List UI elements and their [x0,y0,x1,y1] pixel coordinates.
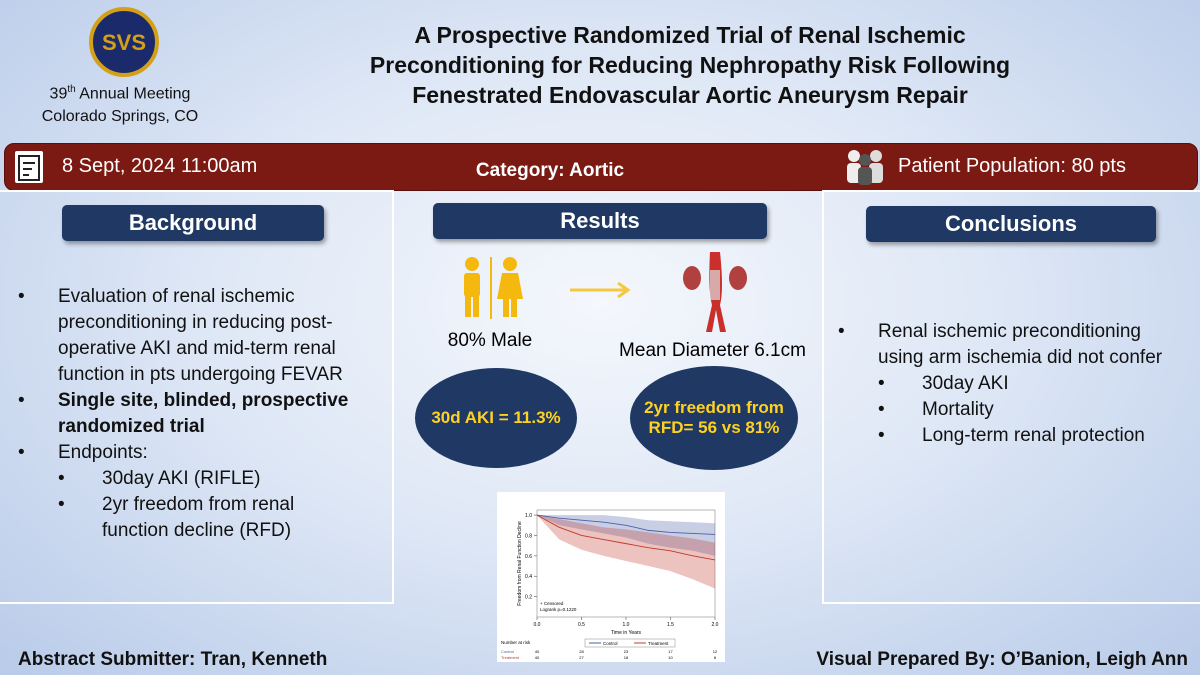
sub-item: Mortality [878,397,1188,423]
conclusions-panel [822,190,1200,604]
x-tick-label: 1.5 [667,622,674,628]
legend-box [584,638,676,648]
people-icon [847,150,883,185]
x-tick-label: 1.0 [623,622,630,628]
sub-item: 30day AKI [878,371,1188,397]
risk-count: 17 [668,649,673,654]
bullet-item: Renal ischemic preconditioning using arm… [838,319,1188,449]
meeting-ordinal: th [67,84,76,95]
x-axis-label: Time in Years [611,630,642,636]
logrank: Logrank p=0.1220 [540,607,577,612]
sub-item: Long-term renal protection [878,423,1188,449]
confidence-band [537,515,715,589]
logo-text: SVS [102,30,146,55]
bullet-item: Endpoints: 30day AKI (RIFLE)2yr freedom f… [18,440,363,544]
diameter-text: Mean Diameter 6.1cm [619,340,806,361]
risk-count: 10 [668,655,673,660]
risk-row-label: Control [501,649,514,654]
y-tick-label: 1.0 [525,513,532,519]
risk-count: 23 [624,649,629,654]
oval-rfd: 2yr freedom from RFD= 56 vs 81% [630,366,798,470]
section-heading: Background [62,205,324,241]
meeting-info: 39th Annual Meeting Colorado Springs, CO [10,78,230,128]
risk-count: 28 [579,649,584,654]
aorta-icon [683,252,747,332]
risk-count: 18 [624,655,629,660]
x-tick-label: 2.0 [712,622,719,628]
meeting-number: 39 [49,85,68,103]
risk-count: 8 [714,655,717,660]
risk-count: 40 [535,649,540,654]
bullet-text: Renal ischemic preconditioning using arm… [878,321,1163,368]
x-tick-label: 0.5 [578,622,585,628]
survival-line [536,514,716,535]
submitter: Abstract Submitter: Tran, Kenneth [18,649,328,670]
sub-item: 30day AKI (RIFLE) [58,466,363,492]
oval-aki: 30d AKI = 11.3% [415,368,577,468]
bullet-list: Evaluation of renal ischemic preconditio… [18,284,363,544]
risk-count: 27 [579,655,584,660]
y-tick-label: 0.8 [525,533,532,539]
legend-label: Control [603,641,618,646]
y-tick-label: 0.6 [525,554,532,560]
bullet-item: Single site, blinded, prospective random… [18,388,363,440]
logo: SVS [89,7,159,77]
male-female-icon [464,257,523,319]
risk-count: 12 [713,649,718,654]
risk-row-label: Treatment [501,655,520,660]
conclusions-list: Renal ischemic preconditioning using arm… [838,319,1188,449]
oval-text: 2yr freedom from RFD= 56 vs 81% [644,398,784,437]
background-list: Evaluation of renal ischemic preconditio… [18,284,363,544]
title-line: A Prospective Randomized Trial of Renal … [414,22,966,48]
calendar-icon [15,151,43,183]
sub-list: 30day AKI (RIFLE)2yr freedom from renal … [58,466,363,544]
bullet-text: Single site, blinded, prospective random… [58,390,349,437]
sub-list: 30day AKIMortalityLong-term renal protec… [878,371,1188,449]
bullet-text: Evaluation of renal ischemic preconditio… [58,286,343,385]
y-axis-label: Freedom from Renal Function Decline [517,521,523,606]
date: 8 Sept, 2024 11:00am [62,155,258,177]
section-heading: Conclusions [866,206,1156,242]
category: Category: Aortic [475,160,625,181]
title-line: Preconditioning for Reducing Nephropathy… [369,52,1011,78]
oval-text: 30d AKI = 11.3% [431,408,561,427]
meeting-location: Colorado Springs, CO [41,108,199,126]
bullet-list: Renal ischemic preconditioning using arm… [838,319,1188,449]
sub-item: 2yr freedom from renal function decline … [58,492,363,544]
population: Patient Population: 80 pts [898,155,1126,177]
title: A Prospective Randomized Trial of Renal … [250,20,1130,110]
x-tick-label: 0.0 [534,622,541,628]
prepared-by: Visual Prepared By: O’Banion, Leigh Ann [816,649,1188,670]
confidence-band [537,515,715,556]
bullet-item: Evaluation of renal ischemic preconditio… [18,284,363,388]
legend-label: Treatment [648,641,669,646]
male-text: 80% Male [447,330,533,351]
censored-legend: + Censored [540,601,564,606]
km-background [497,492,725,662]
meeting-name: Annual Meeting [79,85,191,103]
y-tick-label: 0.2 [525,595,532,601]
info-bar [4,143,1198,191]
bullet-text: Endpoints: [58,442,148,463]
survival-line [536,514,716,561]
km-plot: 0.2 0.4 0.6 0.8 1.0 0.0 0.5 1.0 1.5 2.0 Freedom fr… [497,492,725,662]
y-tick-label: 0.4 [525,574,532,580]
risk-label: Number at risk [501,640,531,645]
background-panel [0,190,394,604]
risk-count: 40 [535,655,540,660]
section-heading: Results [433,203,767,239]
arrow [570,281,631,299]
title-line: Fenestrated Endovascular Aortic Aneurysm… [412,82,968,108]
